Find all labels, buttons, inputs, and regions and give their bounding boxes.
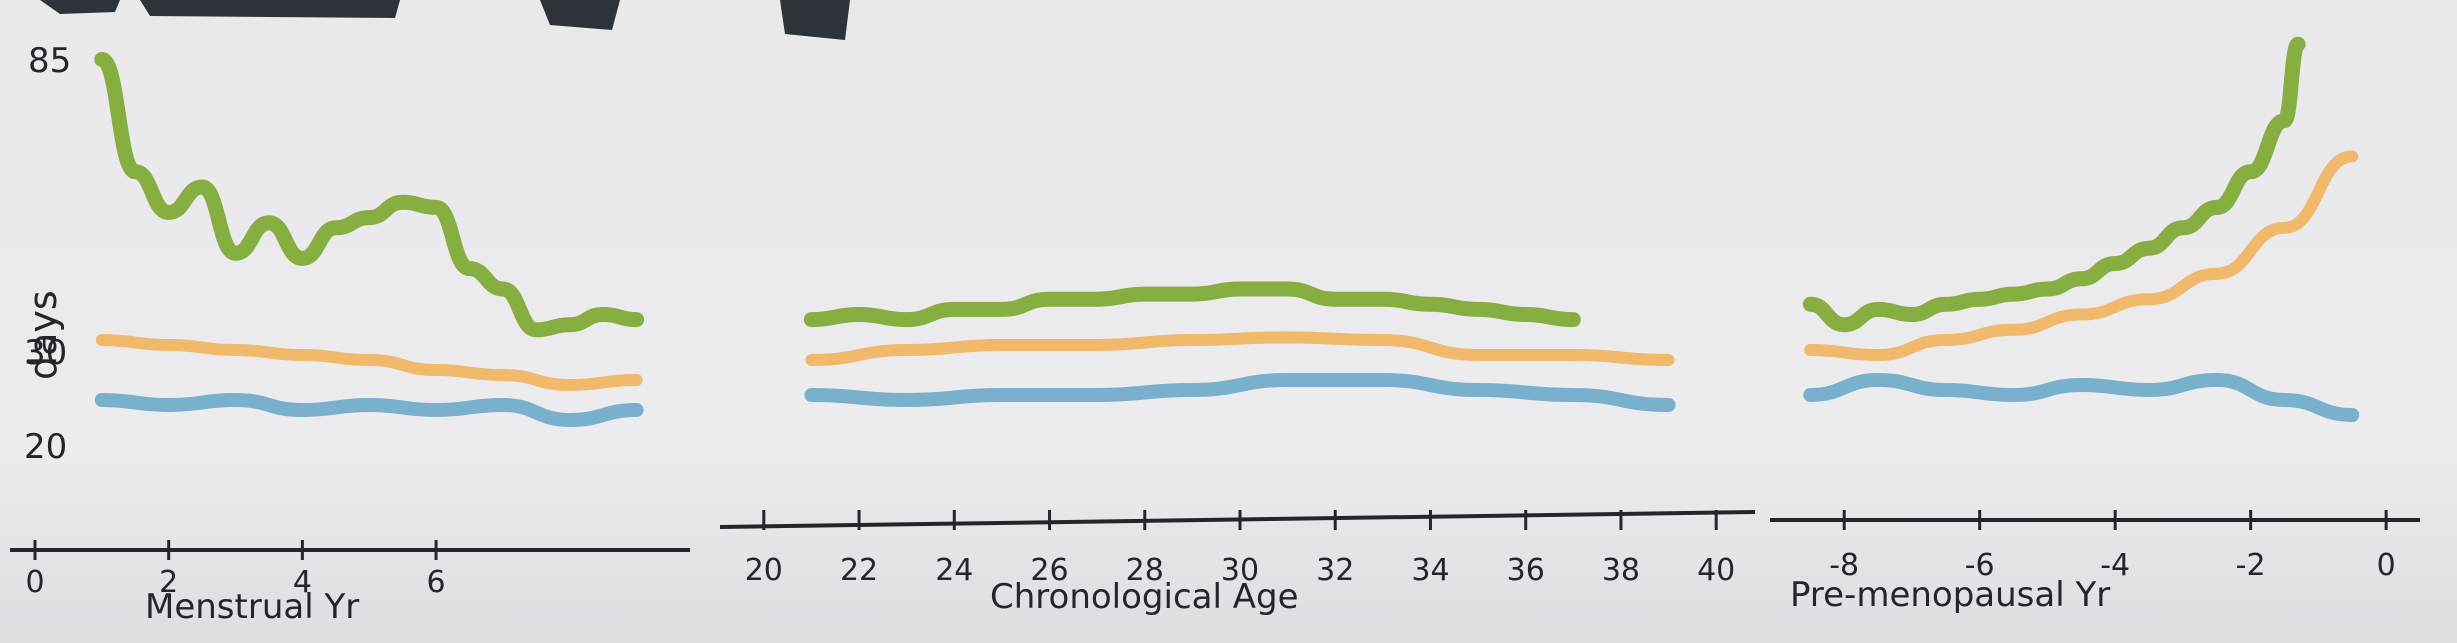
x-axis-line-chronological — [719, 510, 1756, 529]
series-line-green-chronological — [803, 281, 1581, 328]
panel-chronological: 20 22 24 26 28 30 32 34 36 38 40 Chronological Age — [719, 281, 1756, 617]
x-axis-title-premenopausal: Pre-menopausal Yr — [1790, 575, 2110, 615]
series-line-orange-chronological — [805, 331, 1675, 366]
x-tick-label-chronological: 26 — [1030, 553, 1068, 588]
series-chronological — [803, 281, 1676, 412]
x-tick-label-chronological: 28 — [1126, 553, 1164, 588]
x-tick-label-chronological: 32 — [1316, 553, 1354, 588]
title-ink — [40, 0, 850, 40]
series-line-blue-menstrual — [94, 393, 644, 427]
series-line-orange-premenopausal — [1804, 150, 2359, 361]
x-tick-label-chronological: 40 — [1697, 553, 1735, 588]
x-tick-label-menstrual: 6 — [427, 565, 446, 600]
panel-premenopausal: -8 -6 -4 -2 0 Pre-menopausal Yr — [1770, 36, 2420, 615]
x-tick-label-premenopausal: -8 — [1829, 548, 1859, 583]
x-tick-label-chronological: 36 — [1507, 553, 1545, 588]
x-tick-label-menstrual: 0 — [25, 565, 44, 600]
x-tick-label-chronological: 34 — [1411, 553, 1449, 588]
series-premenopausal — [1802, 36, 2360, 422]
x-tick-label-menstrual: 2 — [159, 565, 178, 600]
x-tick-label-premenopausal: -6 — [1965, 548, 1995, 583]
series-line-orange-menstrual — [95, 334, 643, 391]
series-line-blue-chronological — [804, 372, 1676, 412]
y-tick-low: 20 — [24, 427, 67, 467]
x-ticks-chronological: 20 22 24 26 28 30 32 34 36 38 40 — [745, 510, 1735, 588]
x-ticks-premenopausal: -8 -6 -4 -2 0 — [1829, 510, 2396, 583]
y-tick-top: 85 — [28, 41, 71, 81]
x-axis-title-chronological: Chronological Age — [990, 577, 1299, 617]
x-tick-label-chronological: 20 — [745, 553, 783, 588]
series-line-green-premenopausal — [1802, 36, 2306, 333]
x-axis-title-menstrual: Menstrual Yr — [145, 587, 359, 627]
y-axis-title: days — [21, 290, 65, 380]
x-tick-label-chronological: 24 — [935, 553, 973, 588]
series-line-blue-premenopausal — [1803, 373, 2360, 422]
panel-menstrual: 0 2 4 6 Menstrual Yr — [10, 52, 690, 627]
x-tick-label-chronological: 30 — [1221, 553, 1259, 588]
series-menstrual — [94, 52, 645, 427]
x-tick-label-premenopausal: -2 — [2236, 548, 2266, 583]
x-tick-label-premenopausal: 0 — [2377, 548, 2396, 583]
y-tick-mid: 30 — [24, 333, 67, 373]
x-tick-label-chronological: 22 — [840, 553, 878, 588]
x-tick-label-chronological: 38 — [1602, 553, 1640, 588]
x-ticks-menstrual: 0 2 4 6 — [25, 540, 446, 600]
series-line-green-menstrual — [94, 52, 645, 338]
x-tick-label-menstrual: 4 — [293, 565, 312, 600]
x-tick-label-premenopausal: -4 — [2100, 548, 2130, 583]
